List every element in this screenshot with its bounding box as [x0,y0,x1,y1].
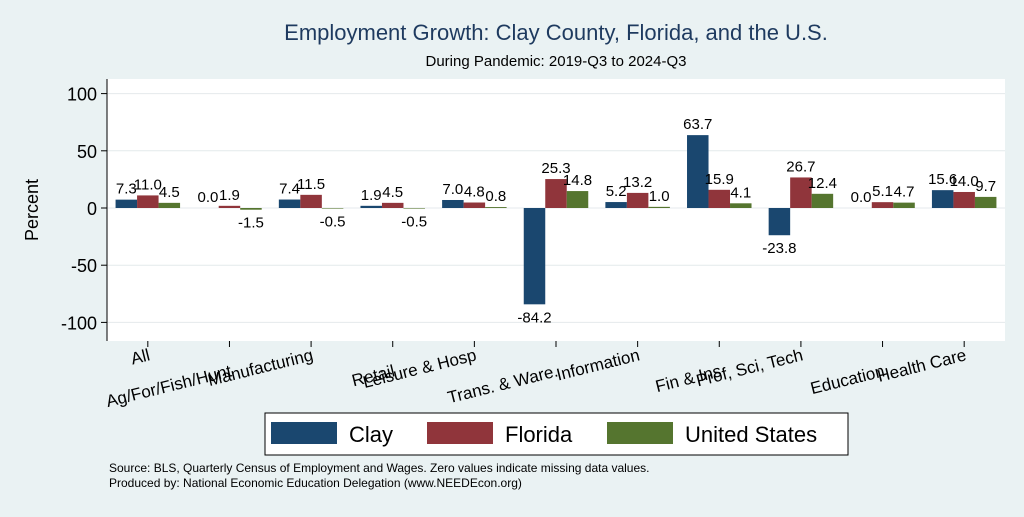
bar-united-states [240,208,262,210]
legend-label: Clay [349,422,393,447]
bar-united-states [730,203,752,208]
bar-florida [871,202,894,208]
bar-united-states [485,207,507,208]
data-label: 14.0 [950,173,979,190]
produced-by-note: Produced by: National Economic Education… [109,476,522,490]
data-label: 7.4 [279,181,300,198]
data-label: 25.3 [541,160,570,177]
bar-florida [953,191,975,208]
data-label: 4.1 [730,184,751,201]
bar-florida [463,202,486,208]
bar-florida [790,177,812,208]
data-label: 63.7 [683,116,712,133]
y-tick-label: -100 [61,313,97,333]
data-label: -0.5 [320,214,346,231]
data-label: -84.2 [517,309,551,326]
bar-florida [300,194,322,208]
chart-title: Employment Growth: Clay County, Florida,… [284,20,828,45]
data-label: 5.1 [872,183,893,200]
bar-united-states [811,193,834,208]
bar-united-states [403,208,425,209]
data-label: 7.3 [116,181,137,198]
bar-clay [360,205,382,208]
bar-clay [931,190,954,208]
x-tick-label: All [129,345,152,368]
data-labels-layer: 7.311.04.5 0.0 1.9-1.57.411.5-0.51.9 4.5-0.… [116,116,996,326]
y-tick-label: 0 [87,199,97,219]
data-label: 9.7 [975,178,996,195]
bar-clay [442,199,464,208]
legend-label: Florida [505,422,573,447]
bar-florida [218,205,241,208]
bar-united-states [158,202,181,208]
data-label: 14.8 [563,172,592,189]
plot-area [107,79,1005,341]
data-label: 4.7 [894,184,915,201]
data-label: 7.0 [442,181,463,198]
data-label: 4.5 [159,184,180,201]
data-label: 15.6 [928,171,957,188]
data-label: 11.0 [134,176,162,193]
legend-label: United States [685,422,817,447]
data-label: 13.2 [623,174,652,191]
data-label: -1.5 [238,215,264,232]
bar-florida [626,192,649,208]
data-label: 1.9 [361,187,382,204]
data-label: 0.8 [485,188,506,205]
legend-swatch [271,422,337,444]
legend-swatch [607,422,673,444]
legend: Clay Florida United States [264,412,849,456]
bar-united-states [321,208,344,209]
bar-united-states [566,191,589,208]
data-label: 26.7 [786,158,815,175]
bar-clay [605,202,627,208]
data-label: 11.5 [297,176,325,193]
bars-layer [115,135,997,305]
bar-florida [381,202,404,208]
data-label: 5.2 [606,183,627,200]
data-label: 0.0 [198,189,219,206]
data-label: 1.9 [219,187,240,204]
y-axis-label: Percent [22,179,42,241]
bar-florida [137,195,159,208]
y-tick-label: 100 [67,85,97,105]
y-tick-label: 50 [77,142,97,162]
chart-subtitle: During Pandemic: 2019-Q3 to 2024-Q3 [426,53,687,70]
data-label: 1.0 [649,188,670,205]
data-label: 0.0 [851,189,872,206]
y-axis: -100 -50 0 50 100 [61,79,108,341]
source-note: Source: BLS, Quarterly Census of Employm… [109,461,649,475]
legend-swatch [427,422,493,444]
bar-clay [523,208,546,305]
data-label: 4.5 [382,184,403,201]
data-label: 15.9 [705,171,734,188]
y-tick-label: -50 [71,256,97,276]
bar-clay [768,208,791,236]
bar-florida [708,189,731,208]
legend-box [264,412,849,456]
bar-united-states [893,202,915,208]
data-label: -0.5 [401,214,427,231]
bar-clay [115,199,138,208]
data-label: -23.8 [762,240,796,257]
bar-united-states [974,196,997,208]
bar-united-states [648,206,670,208]
data-label: 4.8 [464,184,485,201]
bar-florida [545,179,567,208]
data-label: 12.4 [808,175,837,192]
bar-clay [687,135,709,208]
bar-clay [278,199,301,208]
